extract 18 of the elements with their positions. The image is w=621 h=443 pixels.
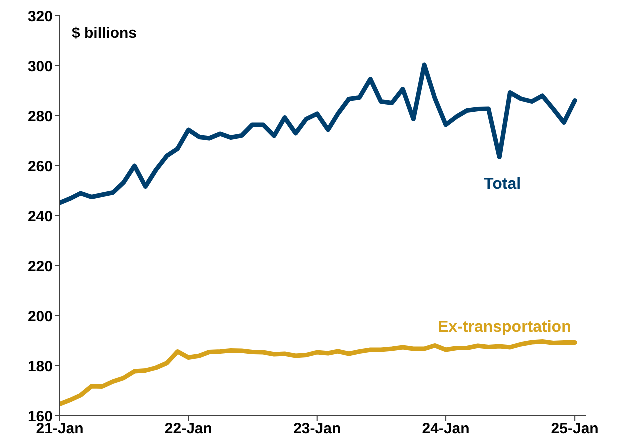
series-label: Ex-transportation bbox=[438, 319, 572, 337]
y-axis-title: $ billions bbox=[72, 25, 138, 42]
y-tick-label: 240 bbox=[28, 208, 53, 226]
y-tick-label: 260 bbox=[28, 158, 53, 176]
y-tick-label: 320 bbox=[28, 8, 53, 26]
x-tick-label: 23-Jan bbox=[294, 420, 342, 438]
y-tick-label: 200 bbox=[28, 308, 53, 326]
x-tick-label: 25-Jan bbox=[551, 420, 599, 438]
x-tick-label: 22-Jan bbox=[164, 420, 212, 438]
line-series bbox=[60, 62, 578, 206]
y-tick-label: 280 bbox=[28, 108, 53, 126]
y-tick-label: 180 bbox=[28, 358, 53, 376]
y-tick-label: 220 bbox=[28, 258, 53, 276]
x-tick-label: 21-Jan bbox=[36, 420, 84, 438]
x-tick-label: 24-Jan bbox=[422, 420, 470, 438]
line-series bbox=[60, 340, 578, 406]
series-label: Total bbox=[484, 176, 522, 194]
y-tick-label: 300 bbox=[28, 58, 53, 76]
